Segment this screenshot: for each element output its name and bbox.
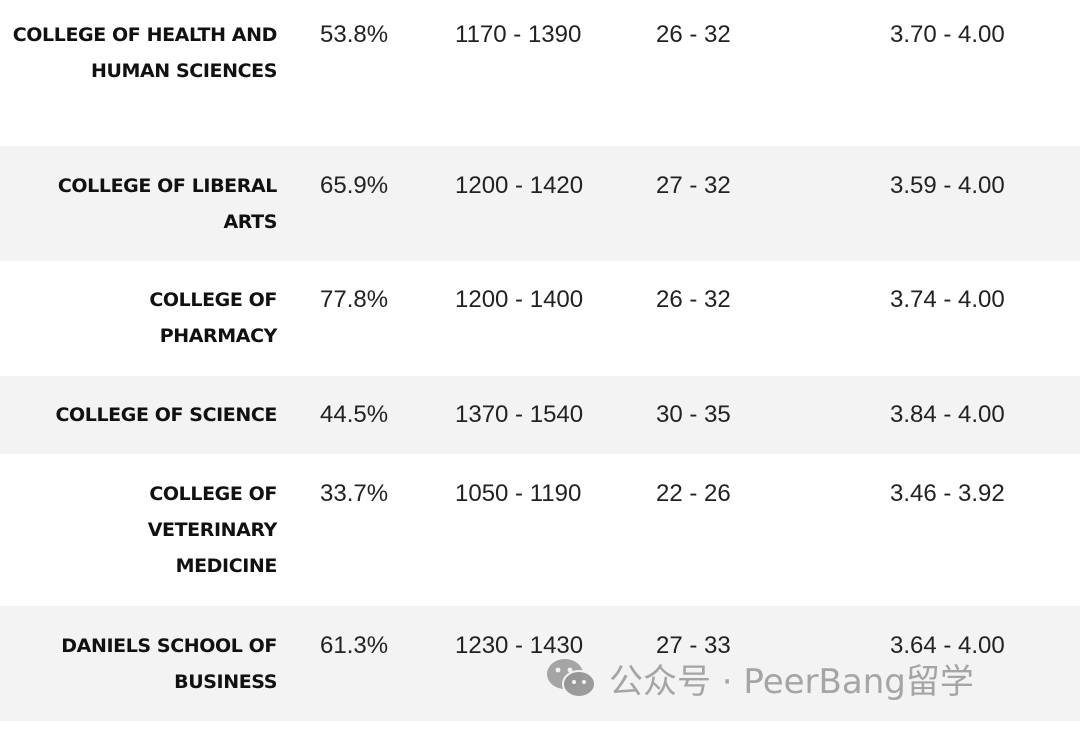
sat-range: 1370 - 1540 <box>455 401 584 428</box>
sat-range: 1170 - 1390 <box>455 21 582 48</box>
acceptance-rate: 77.8% <box>320 286 389 313</box>
college-name: DANIELS SCHOOL OF BUSINESS <box>61 635 277 693</box>
act-range: 22 - 26 <box>656 480 731 507</box>
gpa-range: 3.59 - 4.00 <box>890 172 1005 199</box>
gpa-range: 3.70 - 4.00 <box>890 21 1005 48</box>
acceptance-rate: 61.3% <box>320 632 389 659</box>
sat-range: 1200 - 1400 <box>455 286 584 313</box>
gpa-range: 3.74 - 4.00 <box>890 286 1005 313</box>
wechat-icon <box>547 659 596 698</box>
acceptance-rate: 33.7% <box>320 480 389 507</box>
act-range: 27 - 32 <box>656 172 731 199</box>
sat-range: 1230 - 1430 <box>455 632 584 659</box>
act-range: 27 - 33 <box>656 632 731 659</box>
table-row: COLLEGE OF HEALTH AND HUMAN SCIENCES 53.… <box>0 0 1080 146</box>
act-range: 26 - 32 <box>656 21 731 48</box>
gpa-range: 3.64 - 4.00 <box>890 632 1005 659</box>
table-row: COLLEGE OF LIBERAL ARTS 65.9% 1200 - 142… <box>0 146 1080 261</box>
college-name: COLLEGE OF VETERINARY MEDICINE <box>147 483 278 577</box>
acceptance-rate: 65.9% <box>320 172 389 199</box>
table-row: COLLEGE OF SCIENCE 44.5% 1370 - 1540 30 … <box>0 376 1080 454</box>
watermark-text: 公众号 · PeerBang留学 <box>609 661 974 702</box>
college-name: COLLEGE OF SCIENCE <box>55 404 277 426</box>
gpa-range: 3.46 - 3.92 <box>890 480 1005 507</box>
table-row: COLLEGE OF PHARMACY 77.8% 1200 - 1400 26… <box>0 261 1080 376</box>
act-range: 30 - 35 <box>656 401 731 428</box>
act-range: 26 - 32 <box>656 286 731 313</box>
table-row: COLLEGE OF VETERINARY MEDICINE 33.7% 105… <box>0 454 1080 606</box>
college-name: COLLEGE OF LIBERAL ARTS <box>57 175 278 233</box>
sat-range: 1050 - 1190 <box>455 480 582 507</box>
acceptance-rate: 53.8% <box>320 21 389 48</box>
gpa-range: 3.84 - 4.00 <box>890 401 1005 428</box>
college-name: COLLEGE OF PHARMACY <box>149 289 277 347</box>
watermark: 公众号 · PeerBang留学 <box>543 652 974 704</box>
acceptance-rate: 44.5% <box>320 401 389 428</box>
sat-range: 1200 - 1420 <box>455 172 584 199</box>
table-row: DANIELS SCHOOL OF BUSINESS 61.3% 1230 - … <box>0 606 1080 721</box>
college-name: COLLEGE OF HEALTH AND HUMAN SCIENCES <box>12 24 278 82</box>
